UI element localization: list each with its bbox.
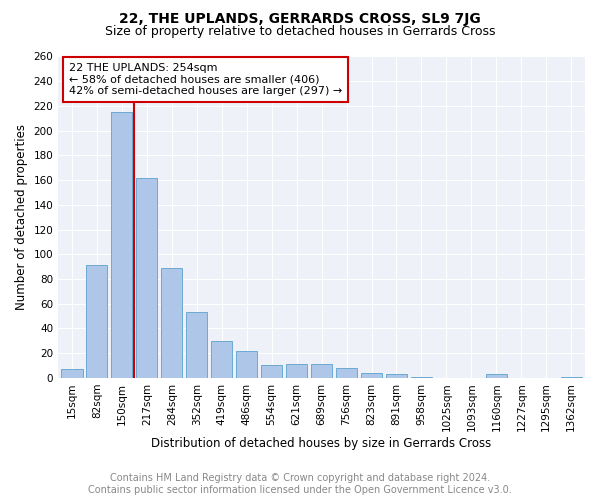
Bar xyxy=(136,178,157,378)
Bar xyxy=(111,112,133,378)
Y-axis label: Number of detached properties: Number of detached properties xyxy=(15,124,28,310)
Bar xyxy=(386,374,407,378)
Bar xyxy=(286,364,307,378)
Bar xyxy=(211,341,232,378)
Bar xyxy=(336,368,357,378)
Text: Contains HM Land Registry data © Crown copyright and database right 2024.
Contai: Contains HM Land Registry data © Crown c… xyxy=(88,474,512,495)
Bar xyxy=(411,376,432,378)
Text: 22 THE UPLANDS: 254sqm
← 58% of detached houses are smaller (406)
42% of semi-de: 22 THE UPLANDS: 254sqm ← 58% of detached… xyxy=(69,63,342,96)
Bar xyxy=(161,268,182,378)
Bar xyxy=(186,312,208,378)
Bar xyxy=(361,373,382,378)
Bar xyxy=(236,350,257,378)
Bar xyxy=(261,366,282,378)
Bar xyxy=(311,364,332,378)
X-axis label: Distribution of detached houses by size in Gerrards Cross: Distribution of detached houses by size … xyxy=(151,437,492,450)
Bar xyxy=(486,374,507,378)
Bar xyxy=(86,266,107,378)
Bar xyxy=(61,369,83,378)
Text: 22, THE UPLANDS, GERRARDS CROSS, SL9 7JG: 22, THE UPLANDS, GERRARDS CROSS, SL9 7JG xyxy=(119,12,481,26)
Bar xyxy=(560,376,582,378)
Text: Size of property relative to detached houses in Gerrards Cross: Size of property relative to detached ho… xyxy=(105,25,495,38)
